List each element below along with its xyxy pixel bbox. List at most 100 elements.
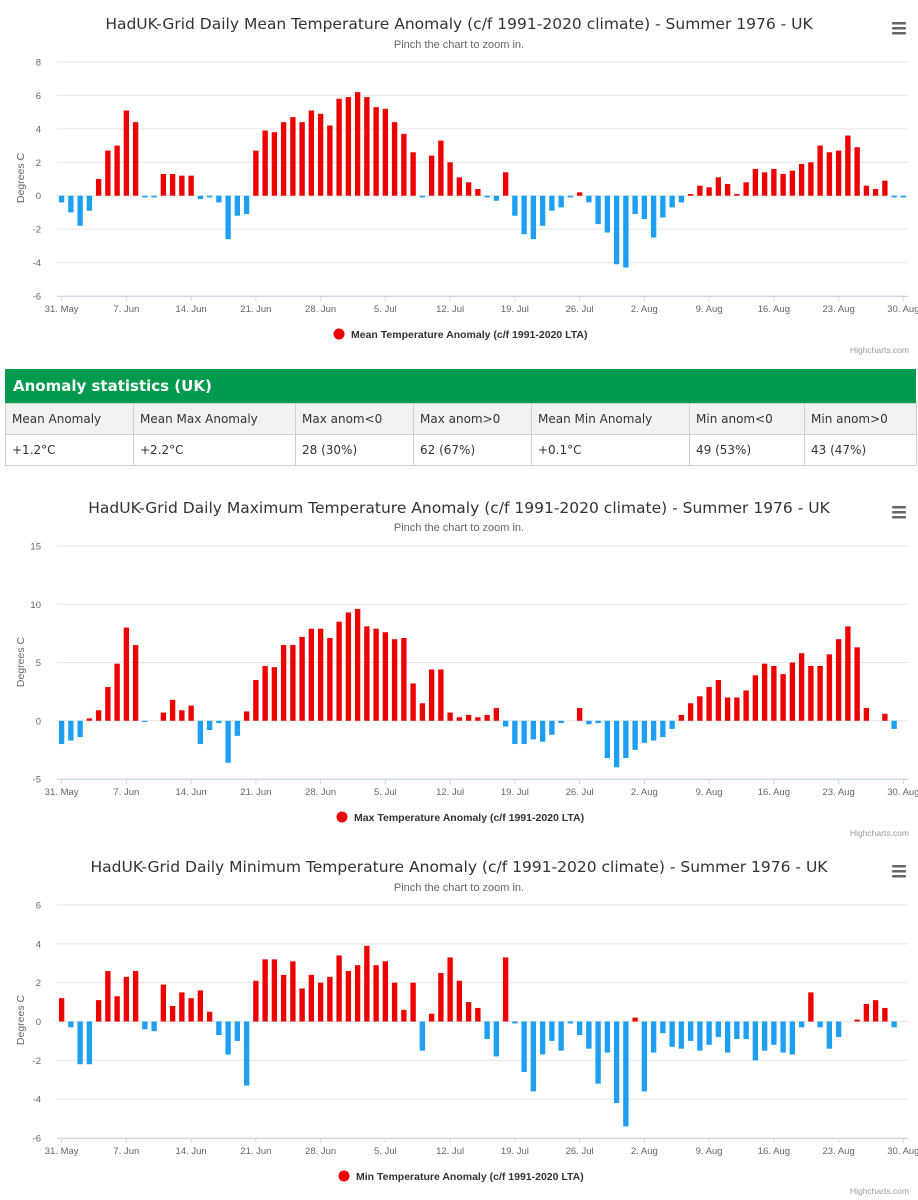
bar[interactable] [604, 1021, 611, 1053]
bar[interactable] [660, 1021, 666, 1034]
bar[interactable] [817, 666, 823, 721]
bar[interactable] [530, 195, 537, 240]
hamburger-menu-icon[interactable] [892, 506, 906, 519]
bar[interactable] [586, 720, 592, 725]
bar[interactable] [86, 1021, 93, 1065]
bar[interactable] [169, 1005, 176, 1022]
bar[interactable] [808, 992, 814, 1022]
bar[interactable] [558, 720, 564, 724]
bar[interactable] [613, 1021, 620, 1104]
bar[interactable] [752, 1021, 759, 1061]
bar[interactable] [715, 1021, 722, 1038]
bar[interactable] [539, 720, 546, 742]
bar[interactable] [206, 195, 213, 198]
bar[interactable] [826, 1021, 833, 1049]
bar[interactable] [428, 1013, 435, 1022]
bar[interactable] [77, 195, 83, 226]
bar[interactable] [706, 686, 712, 721]
bar[interactable] [539, 195, 546, 226]
bar[interactable] [262, 666, 268, 721]
bar[interactable] [105, 686, 111, 721]
bar[interactable] [549, 720, 555, 735]
bar[interactable] [299, 122, 305, 196]
bar[interactable] [160, 712, 167, 721]
bar[interactable] [863, 185, 870, 196]
bar[interactable] [650, 720, 657, 741]
bar[interactable] [114, 663, 120, 721]
bar[interactable] [262, 130, 268, 196]
bar[interactable] [95, 1000, 102, 1022]
bar[interactable] [475, 1007, 481, 1022]
bar[interactable] [114, 145, 120, 196]
bar[interactable] [419, 1021, 426, 1051]
bar[interactable] [632, 195, 638, 215]
bar[interactable] [447, 957, 453, 1022]
bar[interactable] [771, 666, 777, 721]
bar[interactable] [290, 645, 296, 721]
bar[interactable] [465, 182, 472, 196]
bar[interactable] [290, 961, 296, 1022]
bar[interactable] [882, 713, 888, 721]
bar[interactable] [493, 707, 500, 721]
bar[interactable] [225, 195, 231, 240]
bar[interactable] [317, 113, 324, 196]
bar[interactable] [687, 1021, 694, 1041]
bar[interactable] [882, 180, 888, 196]
bar[interactable] [456, 717, 463, 721]
bar[interactable] [484, 1021, 490, 1039]
bar[interactable] [595, 1021, 601, 1084]
bar[interactable] [77, 1021, 83, 1065]
bar[interactable] [280, 122, 287, 196]
bar[interactable] [58, 720, 65, 745]
bar[interactable] [391, 639, 398, 721]
bar[interactable] [724, 1021, 731, 1053]
bar[interactable] [808, 162, 814, 196]
bar[interactable] [179, 175, 185, 196]
bar[interactable] [354, 965, 361, 1022]
bar[interactable] [623, 195, 629, 268]
bar[interactable] [752, 675, 759, 721]
bar[interactable] [169, 699, 176, 721]
bar[interactable] [641, 720, 648, 743]
bar[interactable] [364, 945, 370, 1022]
bar[interactable] [530, 720, 537, 740]
bar[interactable] [706, 1021, 712, 1045]
bar[interactable] [262, 959, 268, 1022]
bar[interactable] [327, 638, 333, 721]
bar[interactable] [308, 110, 315, 196]
bar[interactable] [234, 195, 241, 216]
bar[interactable] [410, 683, 416, 721]
bar[interactable] [771, 1021, 777, 1045]
bar[interactable] [687, 703, 694, 721]
bar[interactable] [197, 720, 204, 745]
bar[interactable] [761, 172, 768, 196]
bar[interactable] [290, 117, 296, 196]
bar[interactable] [835, 639, 842, 721]
bar[interactable] [604, 720, 611, 759]
bar[interactable] [123, 110, 130, 196]
bar[interactable] [761, 1021, 768, 1051]
bar[interactable] [179, 992, 185, 1022]
bar[interactable] [678, 195, 685, 203]
bar[interactable] [882, 1007, 888, 1022]
bar[interactable] [179, 710, 185, 721]
bar[interactable] [345, 612, 352, 721]
bar[interactable] [512, 1021, 518, 1024]
bar[interactable] [669, 720, 675, 729]
bar[interactable] [558, 1021, 564, 1051]
bar[interactable] [826, 152, 833, 196]
bar[interactable] [160, 984, 167, 1022]
bar[interactable] [151, 195, 157, 198]
bar[interactable] [632, 720, 638, 750]
bar[interactable] [863, 707, 870, 721]
bar[interactable] [243, 711, 250, 721]
bar[interactable] [502, 957, 509, 1022]
bar[interactable] [465, 1002, 472, 1022]
bar[interactable] [197, 990, 204, 1022]
bar[interactable] [132, 645, 139, 721]
bar[interactable] [678, 1021, 685, 1049]
bar[interactable] [114, 996, 120, 1022]
bar[interactable] [169, 173, 176, 196]
bar[interactable] [391, 122, 398, 196]
bar[interactable] [771, 168, 777, 196]
